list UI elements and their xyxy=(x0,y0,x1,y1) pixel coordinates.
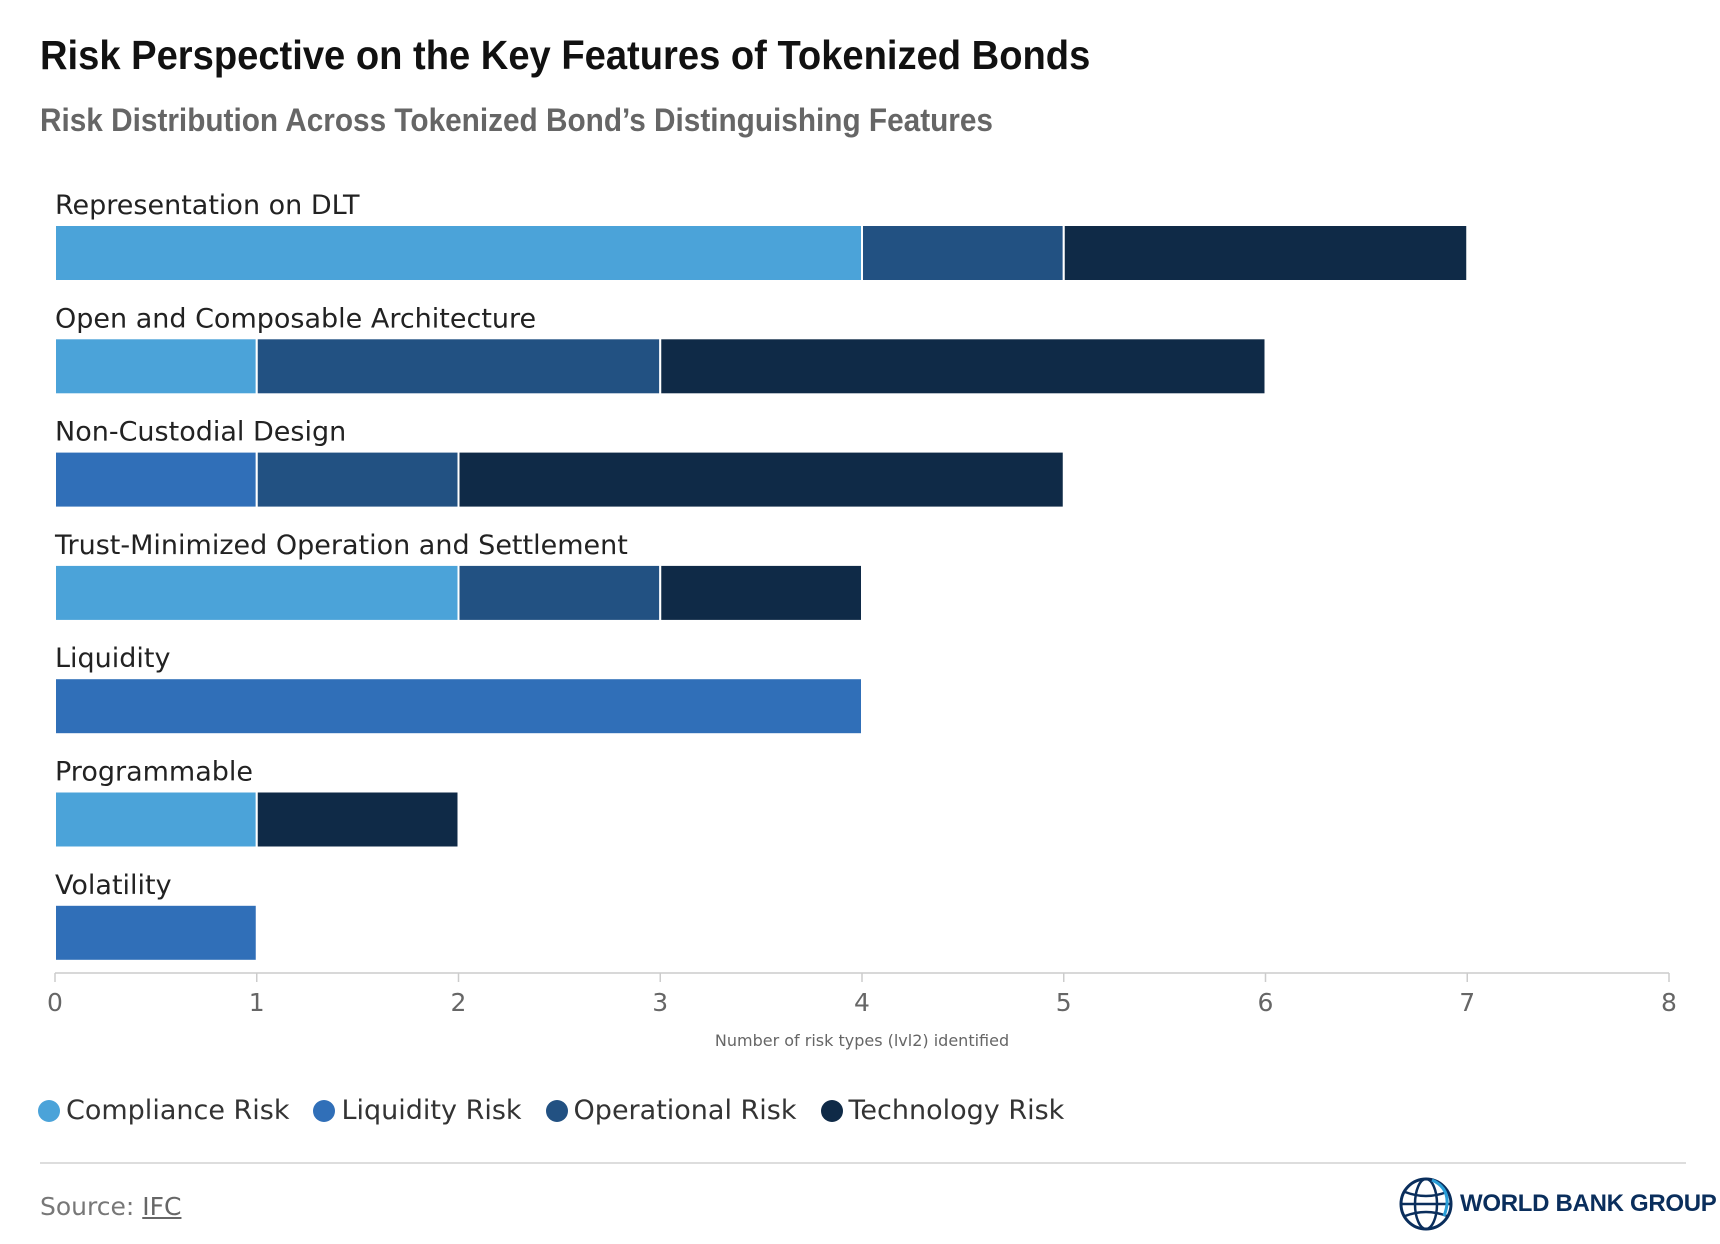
legend-label: Compliance Risk xyxy=(66,1095,290,1126)
x-tick-label: 0 xyxy=(47,988,63,1017)
bar-segment[interactable] xyxy=(1062,224,1469,282)
source-link[interactable]: IFC xyxy=(142,1192,182,1221)
category-label: Trust-Minimized Operation and Settlement xyxy=(54,530,628,561)
x-tick-label: 3 xyxy=(652,988,668,1017)
bar-segment[interactable] xyxy=(457,450,1065,509)
footer-divider xyxy=(40,1162,1686,1164)
x-tick-label: 8 xyxy=(1661,988,1677,1017)
legend-swatch xyxy=(545,1099,568,1122)
x-axis-label: Number of risk types (lvl2) identified xyxy=(715,1031,1009,1050)
bar-segment[interactable] xyxy=(659,337,1267,396)
legend-item[interactable]: Liquidity Risk xyxy=(313,1095,522,1126)
category-label: Liquidity xyxy=(55,643,171,674)
bar-segment[interactable] xyxy=(255,450,460,509)
globe-icon xyxy=(1399,1177,1453,1231)
bar-chart: Representation on DLT Open and Composable… xyxy=(47,190,1677,1050)
chart-legend: Compliance Risk Liquidity Risk Operational… xyxy=(38,1095,1088,1126)
bar-segment[interactable] xyxy=(54,790,258,849)
x-tick-label: 2 xyxy=(451,988,467,1017)
chart-title: Risk Perspective on the Key Features of … xyxy=(40,32,1091,78)
x-tick-label: 1 xyxy=(249,988,265,1017)
x-tick-label: 4 xyxy=(854,988,870,1017)
legend-label: Technology Risk xyxy=(848,1095,1065,1126)
category-label: Programmable xyxy=(55,757,253,788)
bar-segment[interactable] xyxy=(457,563,662,622)
legend-item[interactable]: Operational Risk xyxy=(545,1095,797,1126)
legend-item[interactable]: Compliance Risk xyxy=(38,1095,289,1126)
category-label: Non-Custodial Design xyxy=(55,417,346,448)
legend-label: Operational Risk xyxy=(573,1095,797,1126)
logo-text: WORLD BANK GROUP xyxy=(1460,1190,1717,1217)
source-note: Source: IFC xyxy=(40,1192,181,1221)
legend-swatch xyxy=(313,1099,336,1122)
category-label: Volatility xyxy=(55,870,172,901)
bar-segment[interactable] xyxy=(54,677,863,736)
category-label: Representation on DLT xyxy=(55,190,360,221)
chart-subtitle: Risk Distribution Across Tokenized Bond’… xyxy=(40,102,993,138)
x-tick-label: 7 xyxy=(1459,988,1475,1017)
bar-segment[interactable] xyxy=(54,224,863,282)
category-label: Open and Composable Architecture xyxy=(55,303,536,334)
x-tick-label: 6 xyxy=(1258,988,1274,1017)
bar-segment[interactable] xyxy=(861,224,1065,282)
legend-label: Liquidity Risk xyxy=(341,1095,522,1126)
bar-segment[interactable] xyxy=(54,563,460,622)
bar-segment[interactable] xyxy=(659,563,863,622)
bar-segment[interactable] xyxy=(54,903,258,962)
bar-segment[interactable] xyxy=(255,790,460,849)
legend-swatch xyxy=(820,1099,843,1122)
world-bank-logo[interactable]: WORLD BANK GROUP xyxy=(1398,1176,1717,1232)
legend-swatch xyxy=(38,1099,60,1122)
legend-item[interactable]: Technology Risk xyxy=(820,1095,1065,1126)
source-label: Source: xyxy=(40,1192,135,1221)
x-tick-label: 5 xyxy=(1056,988,1072,1017)
bar-segment[interactable] xyxy=(54,337,258,396)
bar-segment[interactable] xyxy=(255,337,662,396)
bar-segment[interactable] xyxy=(54,450,258,509)
